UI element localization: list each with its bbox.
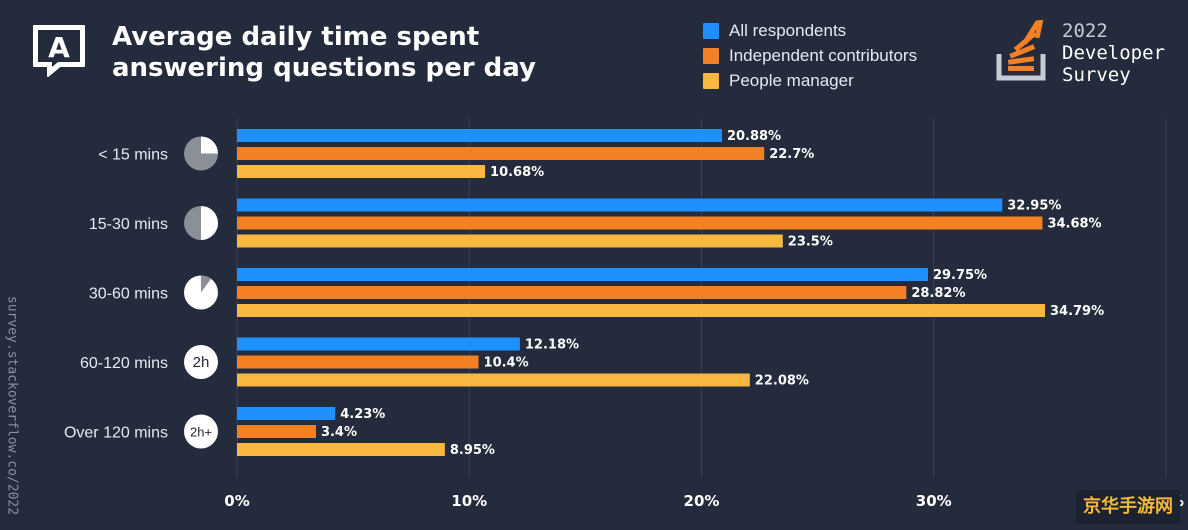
bar-label-pm-0: 10.68%	[490, 165, 544, 180]
pie-half-slice	[201, 206, 218, 240]
bar-pm-1	[237, 234, 783, 248]
legend-label-all: All respondents	[729, 20, 847, 40]
bar-label-pm-4: 8.95%	[450, 443, 495, 458]
bar-pm-4	[237, 443, 445, 456]
bar-all-2	[237, 268, 928, 281]
badge-text-4: 2h+	[190, 425, 212, 440]
survey-brand: 2022 Developer Survey	[996, 20, 1165, 86]
bar-all-3	[237, 337, 520, 351]
legend-item-all: All respondents	[703, 18, 917, 43]
bar-label-all-2: 29.75%	[933, 268, 987, 283]
bar-label-pm-3: 22.08%	[755, 374, 809, 389]
bar-ic-4	[237, 425, 316, 438]
brand-line-2: Survey	[1062, 64, 1131, 86]
bar-label-ic-1: 34.68%	[1047, 217, 1101, 232]
brand-line-1: Developer	[1062, 42, 1165, 64]
bar-pm-0	[237, 165, 486, 178]
pie-quarter-slice	[201, 136, 218, 154]
bar-label-pm-1: 23.5%	[788, 235, 833, 250]
answer-a-icon: A	[33, 25, 85, 77]
legend-label-pm: People manager	[729, 70, 854, 90]
category-label-0: < 15 mins	[98, 147, 168, 164]
chart-title-line-1: Average daily time spent	[112, 22, 480, 52]
bar-all-4	[237, 407, 336, 420]
legend-swatch-ic	[703, 47, 719, 64]
category-labels: < 15 mins 15-30 mins 30-60 mins 60-120 mins…	[64, 147, 168, 442]
bar-ic-1	[237, 216, 1043, 230]
bar-label-ic-0: 22.7%	[769, 147, 814, 162]
category-label-3: 60-120 mins	[80, 355, 168, 372]
bar-label-all-3: 12.18%	[525, 338, 579, 353]
bar-ic-3	[237, 355, 479, 369]
bar-value-labels: 20.88% 22.7% 10.68% 32.95% 34.68% 23.5% 29.75%…	[321, 129, 1104, 458]
legend-item-ic: Independent contributors	[703, 43, 917, 68]
bar-label-all-4: 4.23%	[340, 407, 385, 422]
x-tick-labels: 0%10%20%30%40%	[224, 492, 1184, 510]
bar-all-1	[237, 198, 1003, 212]
legend-item-pm: People manager	[703, 68, 917, 93]
bar-label-ic-2: 28.82%	[911, 286, 965, 301]
bar-label-all-1: 32.95%	[1007, 199, 1061, 214]
x-tick-label-20: 20%	[684, 492, 720, 510]
legend: All respondents Independent contributors…	[703, 18, 917, 93]
bar-ic-2	[237, 286, 907, 299]
legend-swatch-all	[703, 22, 719, 39]
bar-label-ic-3: 10.4%	[484, 356, 529, 371]
category-label-1: 15-30 mins	[89, 216, 168, 233]
bar-label-all-0: 20.88%	[727, 129, 781, 144]
chart-title: Average daily time spent answering quest…	[112, 22, 536, 84]
badge-text-3: 2h	[193, 354, 210, 371]
bar-label-ic-4: 3.4%	[321, 425, 357, 440]
category-label-2: 30-60 mins	[89, 286, 168, 303]
x-tick-label-0: 0%	[224, 492, 249, 510]
legend-swatch-pm	[703, 72, 719, 89]
pie-sliver-slice	[201, 275, 211, 293]
bar-all-0	[237, 129, 722, 142]
badge-2h-plus-icon	[184, 414, 218, 449]
badge-2h-icon	[184, 345, 218, 379]
chart-title-line-2: answering questions per day	[112, 53, 536, 83]
stack-overflow-logo-icon	[996, 20, 1046, 81]
legend-label-ic: Independent contributors	[729, 45, 918, 65]
x-tick-label-10: 10%	[451, 492, 487, 510]
bars	[237, 129, 1045, 456]
x-tick-label-30: 30%	[916, 492, 952, 510]
brand-year: 2022	[1062, 20, 1108, 42]
bar-pm-2	[237, 304, 1045, 317]
category-icons: 2h 2h+	[184, 136, 218, 449]
bar-ic-0	[237, 147, 765, 160]
svg-text:A: A	[48, 31, 70, 64]
bar-pm-3	[237, 373, 750, 387]
watermark-logo: 京华手游网	[1076, 490, 1180, 524]
bar-label-pm-2: 34.79%	[1050, 304, 1104, 319]
category-label-4: Over 120 mins	[64, 425, 168, 442]
